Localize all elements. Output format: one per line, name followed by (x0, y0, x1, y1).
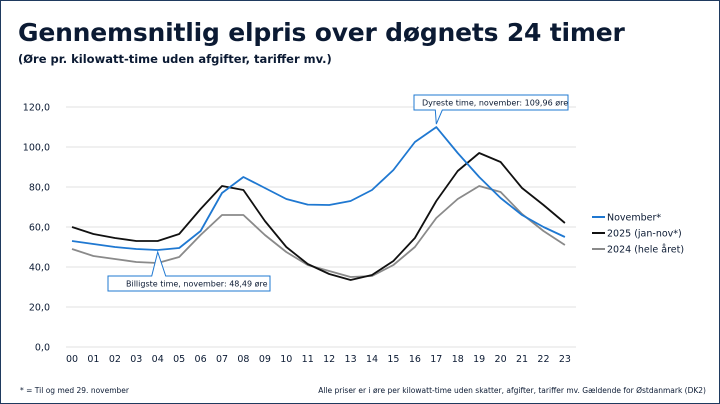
chart-title: Gennemsnitlig elpris over døgnets 24 tim… (18, 18, 625, 47)
legend: November* 2025 (jan-nov*) 2024 (hele året) (592, 213, 684, 256)
y-tick-label: 20,0 (29, 303, 50, 314)
x-tick-label: 07 (216, 354, 228, 365)
chart-subtitle: (Øre pr. kilowatt-time uden afgifter, ta… (18, 52, 332, 66)
x-tick-label: 11 (302, 354, 314, 365)
x-tick-label: 04 (152, 354, 164, 365)
callout-box (107, 250, 271, 292)
x-tick-label: 17 (430, 354, 442, 365)
x-tick-label: 01 (87, 354, 99, 365)
y-tick-label: 40,0 (29, 263, 50, 274)
series-line (71, 152, 566, 281)
y-tick-label: 120,0 (23, 103, 50, 114)
y-tick-label: 60,0 (29, 223, 50, 234)
x-tick-label: 10 (280, 354, 292, 365)
series-line (71, 185, 566, 278)
x-tick-label: 03 (130, 354, 142, 365)
x-tick-label: 14 (366, 354, 378, 365)
x-tick-label: 06 (195, 354, 207, 365)
x-axis-ticks: 00 01 02 03 04 05 06 07 08 09 10 11 12 13 14 15 16 17 18 19… (66, 354, 571, 365)
series-line (71, 126, 566, 251)
x-tick-label: 12 (323, 354, 335, 365)
x-tick-label: 08 (237, 354, 249, 365)
x-tick-label: 00 (66, 354, 78, 365)
annotations: Dyreste time, november: 109,96 øre Billig… (107, 94, 569, 292)
x-tick-label: 05 (173, 354, 185, 365)
footnote: * = Til og med 29. november (20, 386, 129, 395)
x-tick-label: 21 (516, 354, 528, 365)
x-tick-label: 13 (345, 354, 357, 365)
x-tick-label: 20 (495, 354, 507, 365)
callout-text: Dyreste time, november: 109,96 øre (422, 99, 568, 108)
series-lines (71, 126, 566, 281)
callout-box (413, 94, 569, 125)
y-tick-label: 100,0 (23, 143, 50, 154)
x-tick-label: 18 (452, 354, 464, 365)
x-tick-label: 22 (537, 354, 549, 365)
legend-label: 2025 (jan-nov*) (607, 229, 682, 240)
grid-lines (66, 106, 576, 348)
y-axis-ticks: 0,0 20,0 40,0 60,0 80,0 100,0 120,0 (23, 103, 50, 354)
callout-text: Billigste time, november: 48,49 øre (126, 280, 268, 289)
x-tick-label: 09 (259, 354, 271, 365)
legend-label: November* (607, 213, 661, 224)
x-tick-label: 15 (387, 354, 399, 365)
y-tick-label: 80,0 (29, 183, 50, 194)
y-tick-label: 0,0 (35, 343, 50, 354)
source-note: Alle priser er i øre per kilowatt-time u… (318, 386, 706, 395)
x-tick-label: 16 (409, 354, 421, 365)
x-tick-label: 02 (109, 354, 121, 365)
legend-label: 2024 (hele året) (607, 245, 684, 256)
x-tick-label: 23 (559, 354, 571, 365)
x-tick-label: 19 (473, 354, 485, 365)
